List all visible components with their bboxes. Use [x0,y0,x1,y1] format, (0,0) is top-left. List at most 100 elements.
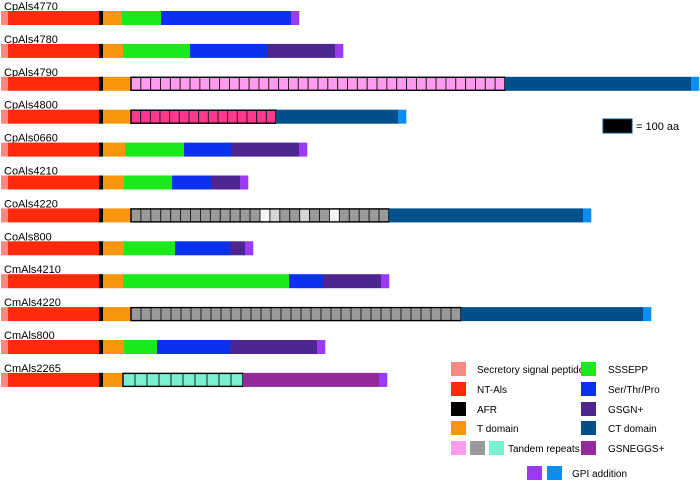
protein-name: CpAls4770 [4,1,58,13]
protein-name: CmAls2265 [4,363,61,375]
domain-signal [1,11,9,25]
tandem-repeat-unit [150,307,162,322]
domain-signal [1,109,9,124]
tandem-repeat-unit [210,307,222,322]
tandem-repeat-unit [236,109,248,124]
tandem-repeat-unit [199,76,211,91]
domain-tdomain [103,142,126,157]
tandem-repeat-unit [269,208,281,223]
tandem-repeat-unit [219,208,231,223]
tandem-repeat-unit [356,76,368,91]
tandem-repeat-unit [386,76,398,91]
domain-serthrpro [190,43,268,58]
tandem-repeat-unit [188,109,200,124]
domain-ntals [8,340,100,354]
tandem-repeat-unit [258,76,270,91]
domain-sssepp [125,142,185,157]
protein-row-coals800: CoAls800 [1,231,254,256]
domain-gpi [291,11,300,25]
domain-ntals [8,274,100,289]
tandem-repeat-unit [307,76,319,91]
legend-label-gsneggs: GSNEGGS+ [608,444,665,455]
domain-tdomain [103,208,132,223]
legend-swatch-gsneggs [581,441,596,455]
domain-serthrpro [157,340,231,354]
tandem-repeat-unit [134,372,148,387]
tandem-repeat-unit [290,307,302,322]
legend-swatch-ctdomain [581,421,596,435]
domain-tdomain [103,241,125,256]
tandem-repeat-unit [130,76,142,91]
domain-serthrpro [289,274,324,289]
tandem-repeat-unit [317,76,329,91]
legend-label-afr: AFR [477,405,497,416]
domain-signal [1,241,9,256]
tandem-repeat-unit [250,307,262,322]
legend-swatch-ntals [451,382,466,396]
legend-swatch-sssepp [581,362,596,376]
domain-sssepp [124,340,158,354]
tandem-repeat-unit [217,109,229,124]
tandem-repeat-unit [360,307,372,322]
tandem-repeat-unit [410,307,422,322]
domain-gpi [245,241,254,256]
domain-sssepp [124,175,173,190]
tandem-repeat-unit [219,76,230,91]
tandem-repeat-unit [465,76,476,91]
tandem-repeat-unit [209,208,221,223]
tandem-repeat-unit [380,307,392,322]
tandem-repeat-unit [370,307,382,322]
tandem-repeat-unit [249,208,261,223]
tandem-repeat-unit [206,372,220,387]
tandem-repeat-unit [246,109,258,124]
tandem-repeat-unit [130,307,142,322]
domain-sssepp [123,43,191,58]
tandem-repeat-unit [330,307,342,322]
tandem-repeat-unit [299,208,311,223]
domain-tdomain [103,109,132,124]
tandem-repeat-unit [268,76,280,91]
domain-tdomain [103,76,132,91]
tandem-repeat-unit [229,208,241,223]
protein-name: CoAls4220 [4,198,58,210]
tandem-repeat-unit [259,208,271,223]
domain-tdomain [103,11,123,25]
tandem-repeat-unit [140,76,152,91]
domain-ctdomain [505,76,692,91]
domain-gpi [691,76,700,91]
tandem-repeat-unit [140,307,152,322]
domain-ntals [8,43,100,58]
legend-label-tdomain: T domain [477,424,519,435]
tandem-repeat-unit [366,76,378,91]
domain-signal [1,76,9,91]
tandem-repeat-unit [190,208,201,223]
tandem-repeat-unit [400,307,412,322]
tandem-repeat-unit [358,208,370,223]
protein-row-cmals800: CmAls800 [1,330,326,354]
protein-row-coals4210: CoAls4210 [1,166,249,190]
protein-name: CpAls4790 [4,67,58,79]
tandem-repeat-unit [146,372,160,387]
domain-gpi [317,340,326,354]
domain-afr [99,307,104,322]
domain-gpi [299,142,308,157]
domain-ntals [8,241,100,256]
tandem-repeat-unit [280,307,292,322]
protein-rows: CpAls4770 CpAls4780 CpAls4790 CpAls4800 CpAl… [1,1,700,388]
domain-afr [99,76,104,91]
domain-ntals [8,76,100,91]
domain-serthrpro [175,241,231,256]
tandem-repeat-unit [180,307,192,322]
tandem-repeat-unit [406,76,417,91]
tandem-repeat-unit [279,208,291,223]
domain-afr [99,241,104,256]
tandem-repeat-unit [270,307,282,322]
domain-afr [99,175,104,190]
tandem-repeat-unit [180,208,191,223]
legend-swatch-gpi-blue [547,466,562,480]
tandem-repeat-unit [170,307,182,322]
domain-gpi [379,372,388,387]
protein-row-coals4220: CoAls4220 [1,198,592,223]
domain-ctdomain [461,307,644,322]
legend-label-repeats: Tandem repeats [508,444,580,455]
